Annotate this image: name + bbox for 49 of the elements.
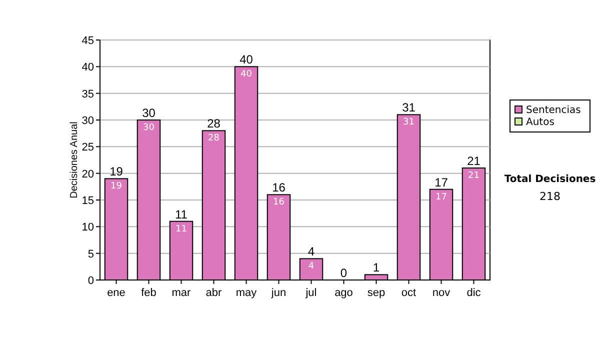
- x-tick-label: feb: [141, 287, 156, 299]
- x-tick-label: dic: [466, 287, 482, 299]
- data-label: 31: [403, 118, 414, 128]
- y-tick-label: 15: [82, 195, 94, 207]
- x-tick-label: mar: [172, 287, 192, 299]
- data-label: 40: [240, 70, 252, 80]
- total-label: 30: [142, 106, 156, 120]
- y-tick-label: 10: [82, 222, 94, 234]
- x-tick-label: oct: [401, 287, 416, 299]
- total-label: 21: [467, 154, 481, 168]
- y-tick-label: 35: [82, 88, 94, 100]
- legend-label: Autos: [526, 117, 554, 128]
- x-tick-label: ago: [334, 287, 353, 299]
- total-label: 19: [110, 164, 124, 179]
- total-label: 40: [240, 52, 254, 67]
- y-tick-label: 20: [82, 168, 94, 180]
- x-tick-label: abr: [206, 287, 222, 299]
- total-label: 28: [207, 116, 221, 131]
- data-label: 19: [110, 182, 122, 192]
- x-tick-label: sep: [367, 287, 386, 299]
- total-label: 0: [340, 266, 348, 280]
- data-label: 28: [208, 134, 220, 144]
- y-tick-label: 30: [82, 115, 94, 127]
- data-label: 21: [468, 171, 480, 181]
- x-tick-label: ene: [107, 287, 126, 299]
- total-label: 31: [402, 100, 416, 115]
- total-label: 4: [308, 244, 315, 259]
- data-label: 11: [176, 224, 187, 234]
- data-label: 16: [273, 198, 285, 208]
- total-label: 1: [372, 260, 380, 275]
- total-label: 17: [434, 175, 448, 190]
- total-label: 11: [175, 207, 188, 222]
- data-label: 30: [143, 123, 155, 133]
- data-label: 4: [308, 262, 314, 272]
- legend-label: Sentencias: [526, 105, 581, 116]
- y-tick-label: 45: [82, 35, 94, 47]
- x-tick-label: may: [236, 287, 258, 299]
- text: Total Decisiones: [504, 174, 596, 185]
- x-tick-label: nov: [432, 287, 451, 299]
- y-tick-label: 0: [88, 275, 94, 287]
- y-axis-title: Decisiones Anual: [69, 122, 80, 198]
- y-tick-label: 5: [88, 248, 94, 260]
- x-tick-label: jul: [304, 287, 317, 299]
- y-tick-label: 40: [82, 62, 94, 74]
- y-tick-label: 25: [82, 142, 94, 154]
- total-label: 16: [272, 180, 286, 195]
- data-label: 17: [436, 192, 447, 202]
- x-tick-label: jun: [270, 287, 286, 299]
- text: 218: [540, 190, 560, 203]
